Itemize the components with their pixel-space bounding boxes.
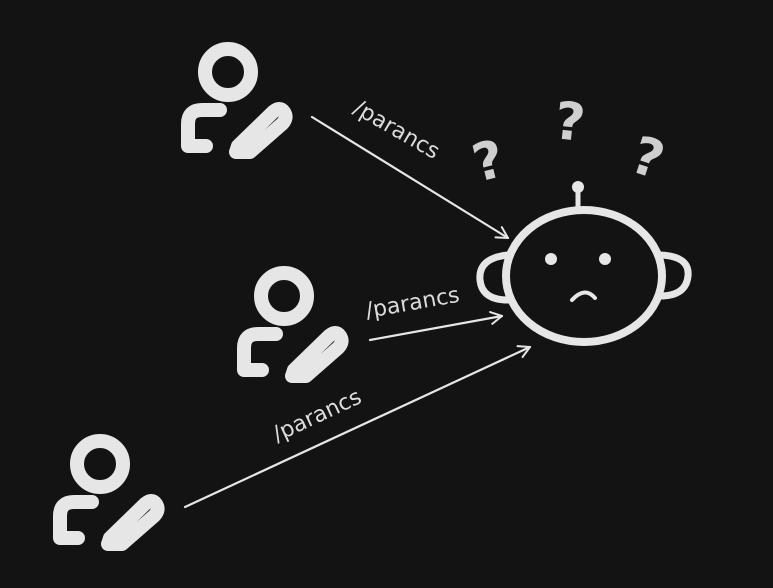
robot-mouth — [570, 290, 597, 302]
user-edit-icon — [53, 434, 165, 551]
question-mark-3: ? — [624, 125, 671, 191]
arrow-middle — [368, 311, 504, 342]
user-edit-icon — [237, 266, 349, 383]
robot-right-eye — [599, 253, 611, 265]
arrow-top — [310, 115, 510, 240]
arrow-label-middle: /parancs — [364, 283, 462, 324]
arrow-label-top: /parancs — [349, 96, 444, 165]
question-mark-2: ? — [552, 91, 588, 154]
robot-head-icon — [476, 181, 692, 346]
robot-left-eye — [545, 253, 557, 265]
arrow-label-bottom: /parancs — [269, 385, 366, 448]
arrow-bottom — [183, 345, 532, 509]
question-mark-1: ? — [467, 129, 511, 195]
user-edit-icon — [181, 42, 293, 159]
